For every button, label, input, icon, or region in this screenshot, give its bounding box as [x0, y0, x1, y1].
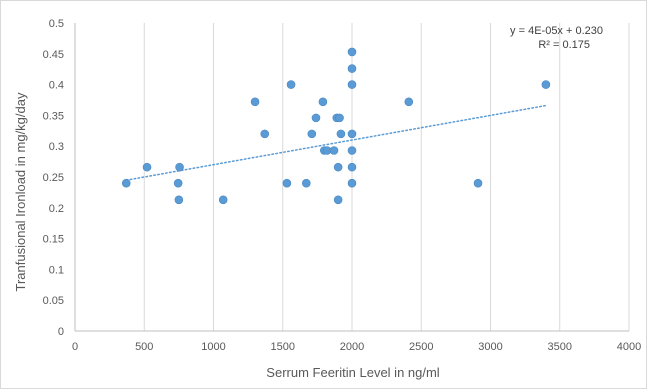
axis-labels: 0 500 1000 1500 2000 2500 3000 3500 4000 0 0.05 0.1…	[43, 18, 642, 353]
scatter-point	[318, 97, 328, 107]
y-tick-label: 0.3	[49, 141, 64, 153]
x-tick-label: 0	[72, 341, 78, 353]
y-tick-label: 0.15	[43, 234, 64, 246]
scatter-point	[404, 97, 414, 107]
scatter-point	[333, 195, 343, 205]
x-tick-label: 2500	[409, 341, 433, 353]
y-tick-label: 0.45	[43, 49, 64, 61]
y-tick-label: 0.5	[49, 18, 64, 30]
x-tick-label: 500	[135, 341, 153, 353]
scatter-point	[541, 80, 551, 89]
scatter-point	[311, 113, 321, 123]
x-tick-label: 2000	[340, 341, 364, 353]
data-points	[121, 47, 551, 205]
x-tick-label: 1500	[271, 341, 295, 353]
x-tick-label: 1000	[201, 341, 225, 353]
vertical-gridlines	[143, 23, 630, 331]
scatter-point	[347, 146, 357, 155]
y-tick-label: 0.35	[43, 110, 64, 122]
trendline-equation: y = 4E-05x + 0.230	[510, 25, 603, 37]
y-tick-label: 0.4	[49, 80, 64, 92]
scatter-point	[175, 162, 184, 172]
scatter-point	[473, 178, 483, 188]
scatter-point	[347, 162, 357, 172]
axes	[74, 23, 629, 332]
scatter-point	[250, 97, 260, 107]
scatter-point	[142, 162, 152, 172]
scatter-point	[301, 178, 311, 188]
y-tick-label: 0.1	[49, 264, 64, 276]
trendline-r2: R² = 0.175	[538, 39, 590, 51]
scatter-point	[347, 80, 357, 89]
x-axis-title: Serrum Feeritin Level in ng/ml	[266, 365, 440, 380]
scatter-point	[173, 178, 183, 188]
scatter-point	[329, 146, 339, 155]
scatter-point	[347, 129, 357, 139]
x-tick-label: 3000	[478, 341, 502, 353]
y-tick-label: 0.25	[43, 172, 64, 184]
scatter-point	[307, 129, 317, 139]
scatter-point	[121, 178, 131, 188]
scatter-point	[174, 195, 184, 205]
y-tick-label: 0	[58, 326, 64, 338]
linear-trendline	[125, 104, 547, 181]
scatter-point	[347, 178, 357, 188]
scatter-point	[333, 162, 343, 172]
y-axis-title: Tranfusional Ironload in mg/kg/day	[13, 92, 28, 291]
y-tick-label: 0.2	[49, 203, 64, 215]
scatter-point	[336, 129, 346, 139]
scatter-point	[347, 64, 357, 73]
scatter-point	[286, 80, 296, 89]
scatter-point	[347, 47, 357, 57]
y-tick-label: 0.05	[43, 295, 64, 307]
scatter-point	[282, 178, 292, 188]
x-tick-label: 3500	[548, 341, 572, 353]
scatter-point	[218, 195, 228, 205]
scatter-point	[260, 129, 270, 139]
x-tick-label: 4000	[617, 341, 641, 353]
trendline-layer	[125, 104, 547, 181]
scatter-point	[335, 113, 344, 123]
